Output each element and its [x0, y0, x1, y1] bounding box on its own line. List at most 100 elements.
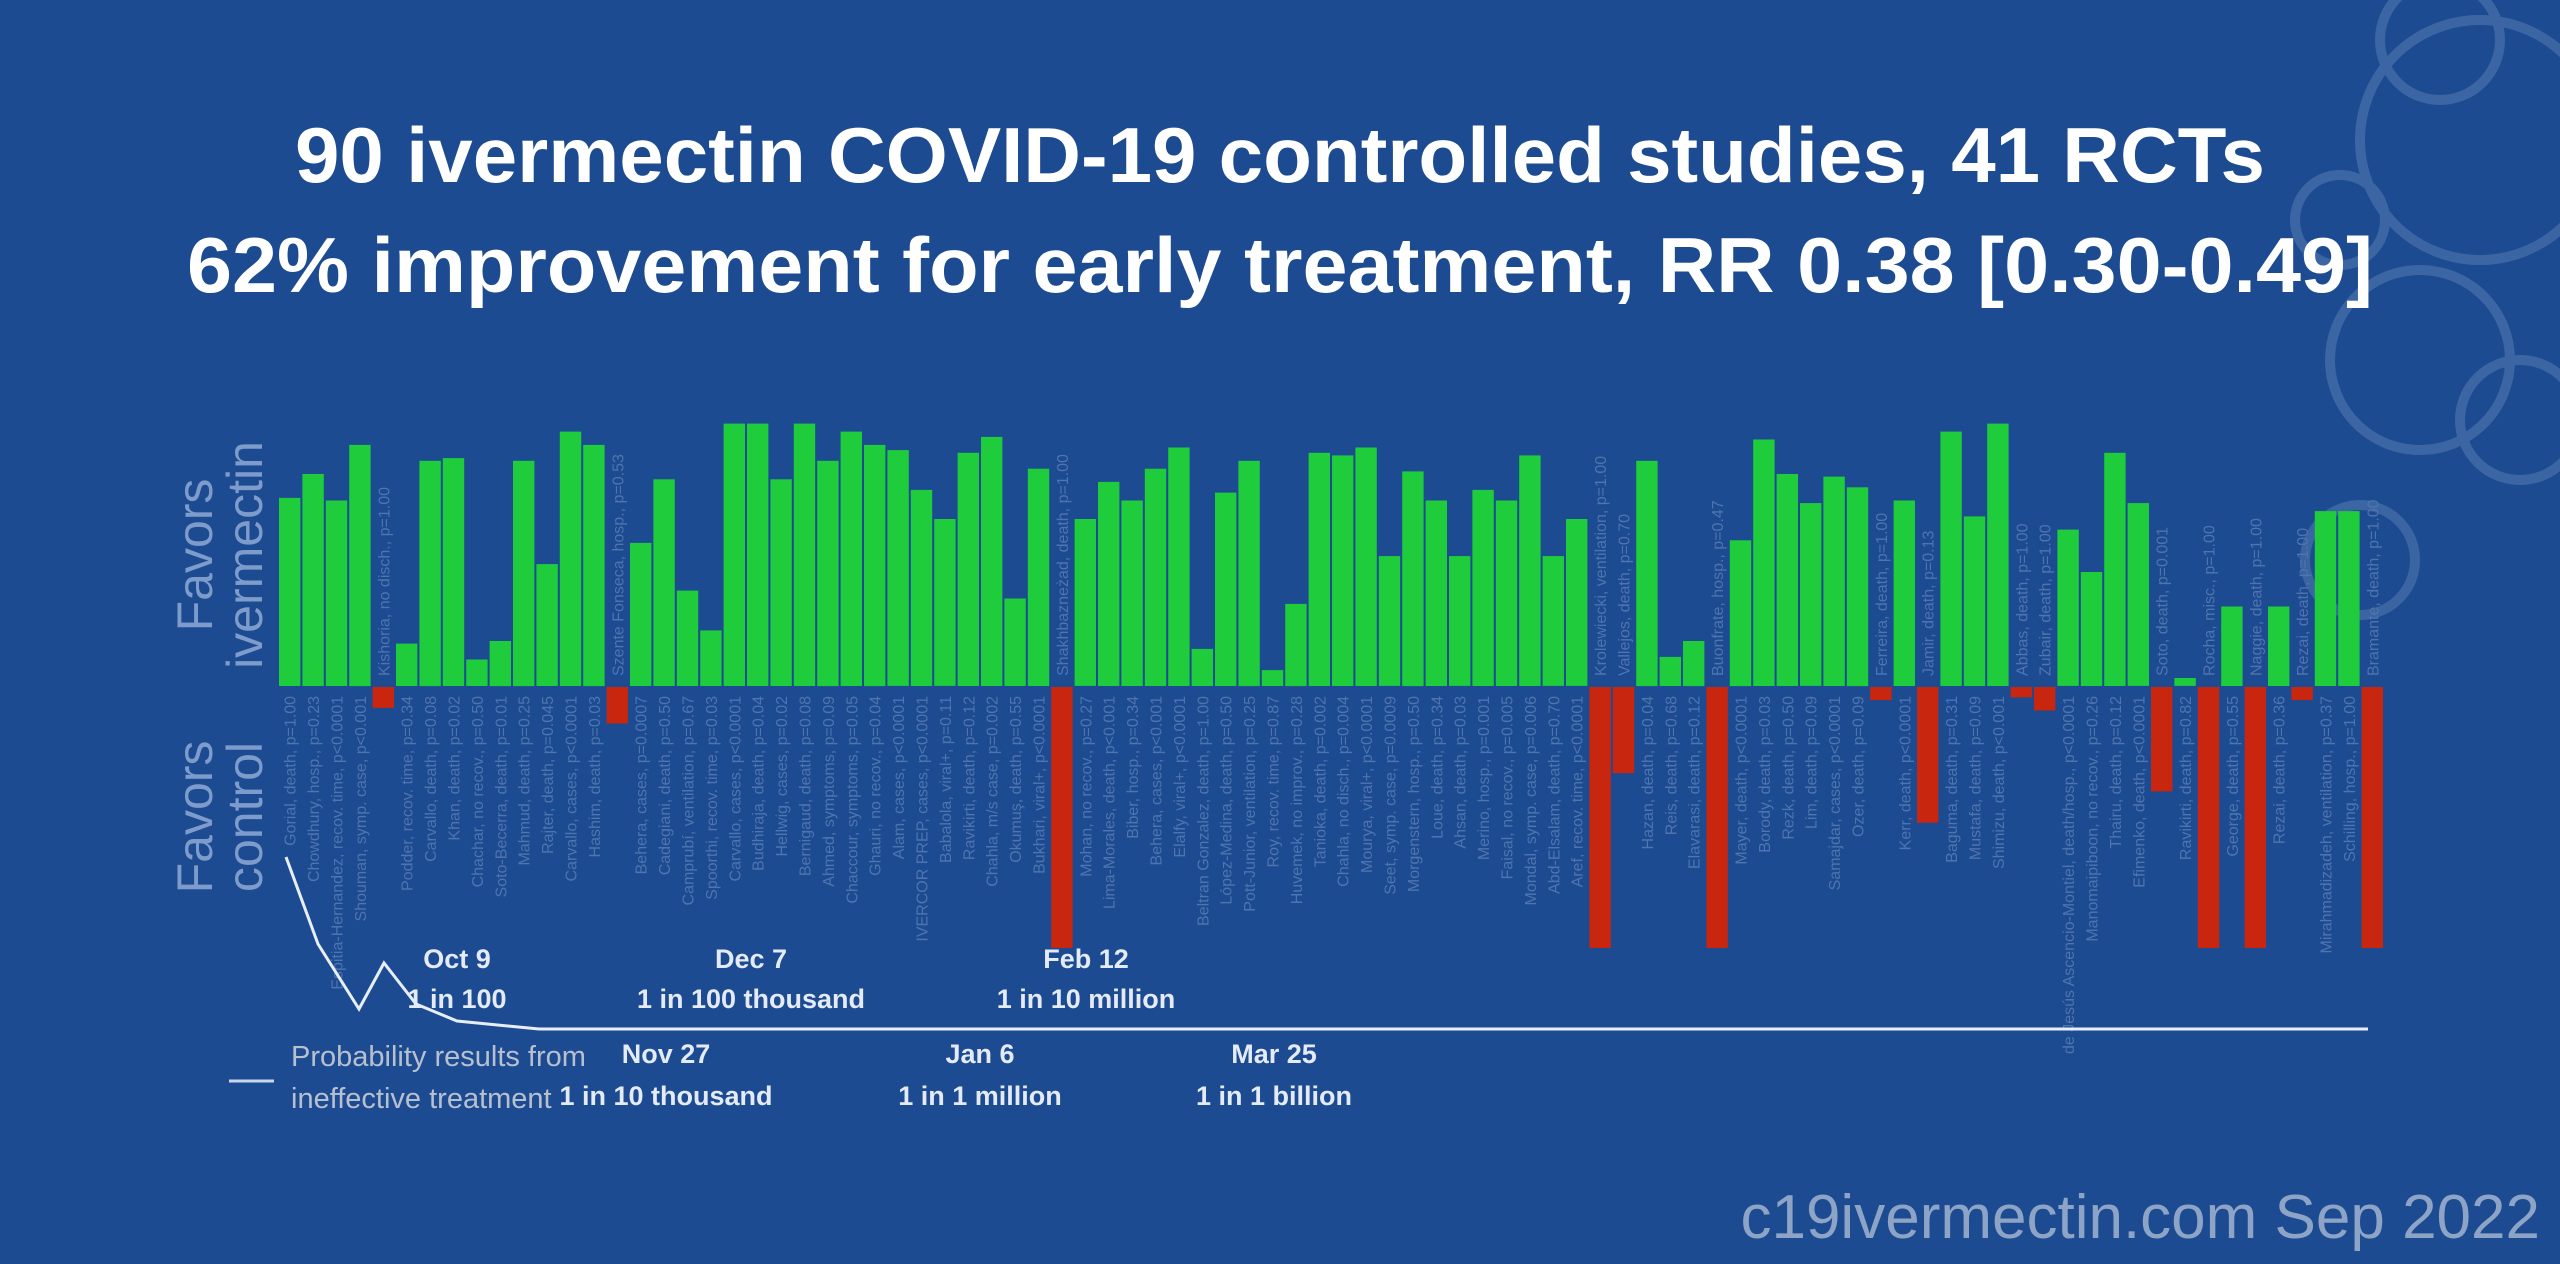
study-label: Shimizu, death, p<0.001 [1991, 696, 2008, 869]
y-label-favors-control-line2: control [217, 742, 273, 892]
bar-favors-ivermectin [1332, 455, 1354, 686]
bar-favors-control [2244, 687, 2266, 948]
study-label: Rocha, misc., p=1.00 [2202, 525, 2219, 676]
annotation-odds: 1 in 10 thousand [559, 1081, 772, 1111]
bar-favors-ivermectin [770, 479, 792, 686]
bar-favors-control [2034, 687, 2056, 711]
study-label: Merino, hosp., p=0.001 [1476, 696, 1493, 860]
bar-favors-ivermectin [1074, 519, 1096, 686]
bar-favors-ivermectin [1800, 503, 1822, 686]
bar-favors-ivermectin [1027, 468, 1050, 686]
bar-favors-ivermectin [2057, 529, 2079, 686]
study-label: Baguma, death, p=0.31 [1944, 696, 1961, 863]
bar-favors-ivermectin [747, 423, 769, 686]
study-label: Szente Fonseca, hosp., p=0.53 [610, 454, 627, 676]
study-label: George, death, p=0.55 [2225, 696, 2242, 857]
annotation-odds: 1 in 100 [407, 984, 506, 1014]
study-label: Rezai, death, p=0.36 [2272, 696, 2289, 844]
study-label: Efimenko, death, p<0.0001 [2131, 696, 2148, 888]
probability-line [284, 856, 2368, 1031]
annotation-odds: 1 in 100 thousand [637, 984, 865, 1014]
bar-favors-ivermectin [489, 641, 511, 687]
study-label: Ozer, death, p=0.09 [1851, 696, 1868, 837]
annotations: Oct 9 1 in 100 Nov 27 1 in 10 thousand D… [407, 944, 1352, 1111]
bar-favors-control [1051, 687, 1073, 948]
bar-favors-ivermectin [1402, 471, 1424, 687]
study-label: Jamir, death, p=0.13 [1921, 530, 1938, 676]
bar-favors-ivermectin [2268, 606, 2290, 686]
study-label: Hellwig, cases, p=0.02 [774, 696, 791, 857]
virus-decoration-icon [2290, 0, 2560, 620]
bar-favors-ivermectin [1963, 516, 1986, 686]
bar-favors-control [1870, 687, 1892, 701]
annotation-odds: 1 in 10 million [997, 984, 1176, 1014]
study-label: Espitia-Hernandez, recov. time, p<0.0001 [330, 696, 347, 990]
y-label-favors-ivermectin-line1: Favors [167, 479, 223, 632]
bar-favors-ivermectin [442, 458, 465, 686]
bar-favors-ivermectin [1495, 500, 1518, 686]
study-label: Thairu, death, p=0.12 [2108, 696, 2125, 849]
study-label: Behera, cases, p=0.0007 [634, 696, 651, 874]
bar-favors-ivermectin [1519, 455, 1541, 686]
study-label: Ravikirti, death, p=0.12 [961, 696, 978, 860]
study-label: Lima-Morales, death, p<0.001 [1102, 696, 1119, 909]
bar-favors-ivermectin [2080, 572, 2103, 686]
study-label: Mohan, no recov., p=0.27 [1078, 696, 1095, 877]
bar-favors-ivermectin [1215, 492, 1237, 686]
bar-favors-ivermectin [723, 423, 745, 686]
bar-favors-ivermectin [630, 542, 652, 686]
study-label: Mondal, symp. case, p=0.006 [1523, 696, 1540, 906]
bar-favors-ivermectin [1753, 439, 1775, 686]
study-label: López-Medina, death, p=0.50 [1219, 696, 1236, 905]
study-label: Kerr, death, p<0.0001 [1897, 696, 1914, 850]
study-label: Behera, cases, p<0.001 [1149, 696, 1166, 866]
bar-favors-ivermectin [864, 444, 886, 687]
annotation-odds: 1 in 1 billion [1196, 1081, 1352, 1111]
study-label: Alam, cases, p<0.0001 [891, 696, 908, 859]
bar-favors-ivermectin [1449, 556, 1471, 686]
bar-favors-control [2361, 687, 2383, 948]
annotation-date: Jan 6 [945, 1039, 1014, 1069]
legend-text-line1: Probability results from [291, 1041, 586, 1073]
bar-favors-ivermectin [1121, 500, 1143, 686]
bar-favors-ivermectin [1355, 447, 1377, 686]
study-label: Mustafa, death, p=0.09 [1968, 696, 1985, 860]
bar-favors-ivermectin [2104, 452, 2126, 686]
y-label-positive: Favors ivermectin [167, 441, 273, 669]
bar-favors-ivermectin [583, 444, 605, 687]
bars [279, 423, 2383, 948]
study-label: Zubair, death, p=1.00 [2038, 524, 2055, 676]
y-label-favors-control-line1: Favors [167, 741, 223, 894]
study-label: Chaccour, symptoms, p=0.05 [844, 696, 861, 904]
bar-favors-ivermectin [887, 450, 909, 686]
study-label: Mourya, viral+, p<0.0001 [1359, 696, 1376, 873]
bar-favors-ivermectin [2338, 511, 2360, 686]
annotation-date: Oct 9 [423, 944, 491, 974]
bar-favors-control [2010, 687, 2032, 698]
study-label: Spoorthi, recov. time, p=0.03 [704, 696, 721, 900]
study-label: Kishoria, no disch., p=1.00 [376, 487, 393, 676]
study-label: Gorial, death, p=1.00 [283, 696, 300, 846]
study-label: Ahmed, symptoms, p=0.09 [821, 696, 838, 887]
bar-favors-control [1589, 687, 1611, 948]
bar-favors-ivermectin [1191, 648, 1213, 686]
study-label: de Jesús Ascencio-Montiel, death/hosp., … [2061, 696, 2078, 1054]
bar-favors-ivermectin [653, 479, 675, 686]
study-label: Soto-Becerra, death, p=0.01 [493, 696, 510, 898]
chart-title: 90 ivermectin COVID-19 controlled studie… [295, 111, 2265, 199]
study-label: Huvemek, no improv., p=0.28 [1289, 696, 1306, 904]
annotation-date: Mar 25 [1231, 1039, 1317, 1069]
bar-favors-ivermectin [1425, 500, 1447, 686]
study-label: Okumuş, death, p=0.55 [1008, 696, 1025, 863]
annotation-date: Nov 27 [622, 1039, 711, 1069]
study-label: Beltran Gonzalez, death, p=1.00 [1195, 696, 1212, 926]
y-label-negative: Favors control [167, 741, 273, 894]
study-label: Bernigaud, death, p=0.08 [798, 696, 815, 876]
study-label: Shouman, symp. case, p<0.001 [353, 696, 370, 922]
study-label: Rezai, death, p=1.00 [2295, 528, 2312, 676]
study-label: Abd-Elsalam, death, p=0.70 [1546, 696, 1563, 894]
study-label: Soto, death, p=0.001 [2155, 527, 2172, 676]
study-label: Abbas, death, p=1.00 [2014, 523, 2031, 676]
study-label: Biber, hosp., p=0.34 [1125, 696, 1142, 839]
